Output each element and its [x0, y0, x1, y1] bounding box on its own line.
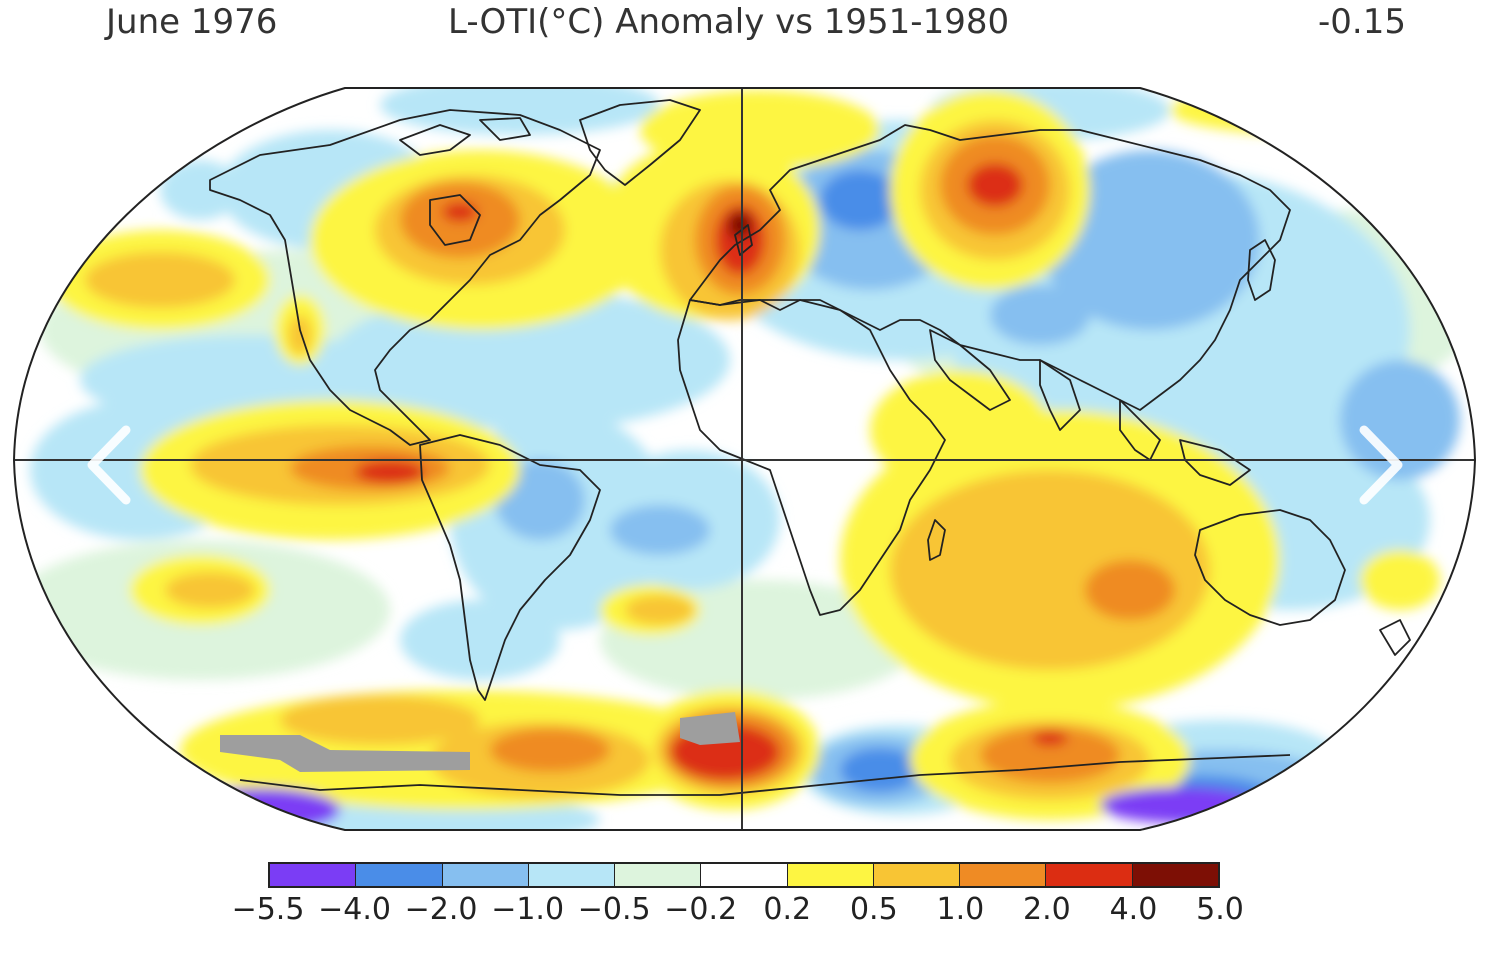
colorbar-swatch — [701, 864, 788, 886]
map-title: L-OTI(°C) Anomaly vs 1951-1980 — [448, 2, 1010, 42]
anomaly-field — [14, 88, 1475, 830]
colorbar-tick-label: 2.0 — [1023, 892, 1071, 927]
colorbar-tick-label: −0.2 — [664, 892, 738, 927]
colorbar-tick-label: −2.0 — [404, 892, 478, 927]
missing-data-patch — [220, 735, 470, 772]
colorbar-swatch — [873, 864, 961, 886]
colorbar-swatch — [787, 864, 874, 886]
next-button[interactable] — [1352, 420, 1412, 510]
colorbar-swatch — [356, 864, 443, 886]
colorbar-tick-label: 4.0 — [1109, 892, 1158, 927]
missing-data-patch — [680, 712, 740, 745]
map-date: June 1976 — [106, 2, 278, 42]
colorbar-tick-label: 0.5 — [849, 892, 898, 927]
colorbar-tick-label: −5.5 — [231, 892, 305, 927]
coastlines — [209, 99, 1411, 796]
colorbar — [268, 862, 1220, 888]
colorbar-swatch — [1046, 864, 1133, 886]
colorbar-swatch — [270, 864, 357, 886]
colorbar-tick-label: 5.0 — [1196, 892, 1244, 927]
colorbar-swatch — [528, 864, 616, 886]
colorbar-swatch — [1132, 864, 1218, 886]
colorbar-tick-label: −0.5 — [577, 892, 651, 927]
colorbar-swatch — [442, 864, 529, 886]
chevron-left-icon — [87, 425, 131, 505]
colorbar-tick-label: −1.0 — [491, 892, 565, 927]
colorbar-swatch — [615, 864, 702, 886]
colorbar-tick-label: 0.2 — [763, 892, 812, 927]
global-mean-anomaly: -0.15 — [1318, 2, 1406, 42]
prev-button[interactable] — [78, 420, 138, 510]
chevron-right-icon — [1359, 425, 1403, 505]
colorbar-tick-label: −4.0 — [318, 892, 391, 927]
colorbar-tick-label: 1.0 — [936, 892, 985, 927]
globe-outline — [12, 87, 1477, 831]
colorbar-swatch — [960, 864, 1047, 886]
